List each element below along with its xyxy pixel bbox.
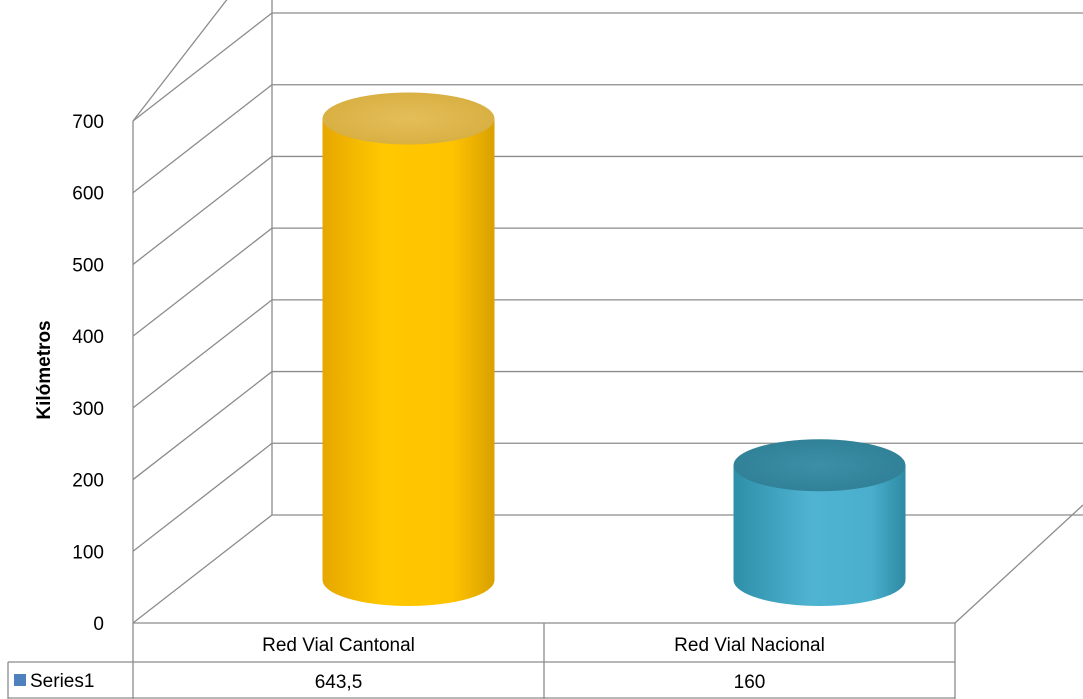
cylinder-top xyxy=(733,439,906,492)
y-tick-label: 0 xyxy=(93,614,104,635)
wall-gridline xyxy=(132,514,273,624)
floor-edge-line xyxy=(954,504,1083,624)
wall-top-line xyxy=(132,0,228,122)
y-tick-label: 400 xyxy=(72,327,104,348)
cylinder-body xyxy=(322,118,495,607)
data-table: Red Vial Cantonal Red Vial Nacional Series… xyxy=(7,623,956,699)
wall-gridline xyxy=(132,155,273,265)
cylinder-body xyxy=(733,465,906,606)
legend-marker xyxy=(14,674,26,686)
chart-frame xyxy=(132,0,1083,624)
wall-gridline xyxy=(132,84,273,194)
cylinder-nacional xyxy=(733,439,906,606)
y-tick-label: 200 xyxy=(72,471,104,492)
legend-series-name: Series1 xyxy=(30,671,94,692)
cylinders xyxy=(322,92,906,607)
y-tick-label: 700 xyxy=(72,112,104,133)
gridlines xyxy=(132,12,1083,624)
y-tick-label: 600 xyxy=(72,184,104,205)
y-tick-label: 100 xyxy=(72,542,104,563)
data-table-value: 160 xyxy=(734,672,766,693)
wall-gridline xyxy=(132,299,273,409)
y-axis-label: Kilómetros xyxy=(34,320,55,419)
y-tick-label: 300 xyxy=(72,399,104,420)
y-tick-label: 500 xyxy=(72,255,104,276)
wall-gridline xyxy=(132,227,273,337)
data-table-value: 643,5 xyxy=(315,672,363,693)
x-tick-label: Red Vial Nacional xyxy=(674,635,825,656)
y-axis-ticks: 0 100 200 300 400 500 600 700 xyxy=(72,112,104,635)
x-tick-label: Red Vial Cantonal xyxy=(262,635,415,656)
wall-gridline xyxy=(132,12,273,122)
wall-gridline xyxy=(132,442,273,552)
cylinder-cantonal xyxy=(322,92,495,607)
cylinder-top xyxy=(322,92,495,145)
wall-gridline xyxy=(132,371,273,481)
